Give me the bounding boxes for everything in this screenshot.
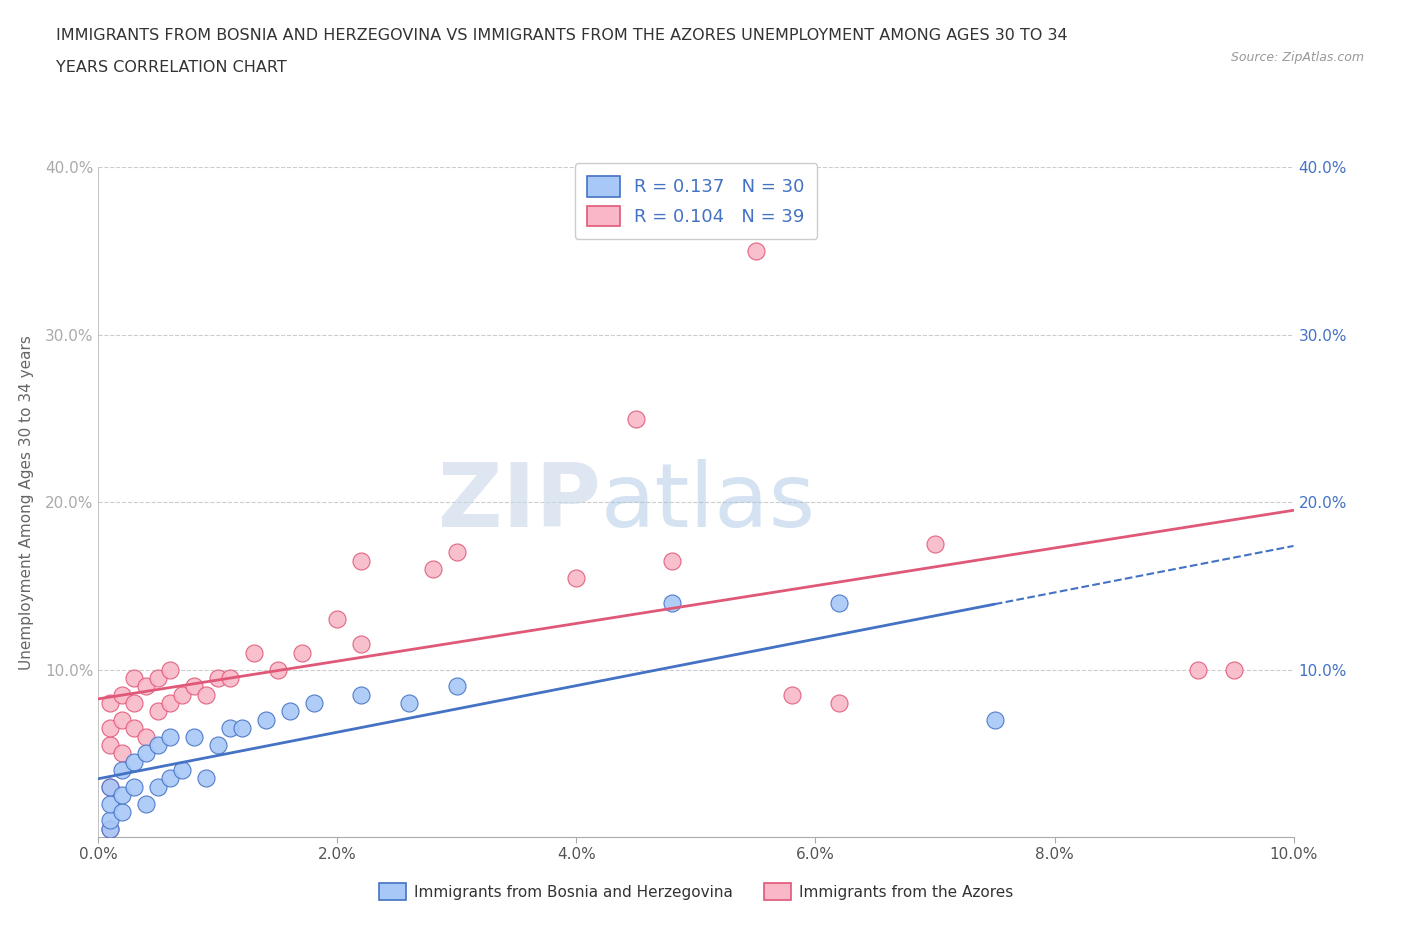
- Point: [111, 763, 134, 777]
- Point: [350, 687, 373, 702]
- Point: [148, 779, 170, 794]
- Point: [446, 679, 468, 694]
- Point: [195, 687, 218, 702]
- Text: IMMIGRANTS FROM BOSNIA AND HERZEGOVINA VS IMMIGRANTS FROM THE AZORES UNEMPLOYMEN: IMMIGRANTS FROM BOSNIA AND HERZEGOVINA V…: [56, 28, 1069, 43]
- Point: [254, 712, 277, 727]
- Point: [326, 612, 349, 627]
- Point: [1187, 662, 1209, 677]
- Point: [159, 662, 181, 677]
- Point: [565, 570, 588, 585]
- Point: [172, 763, 194, 777]
- Point: [398, 696, 420, 711]
- Point: [111, 712, 134, 727]
- Point: [278, 704, 301, 719]
- Text: YEARS CORRELATION CHART: YEARS CORRELATION CHART: [56, 60, 287, 75]
- Point: [350, 553, 373, 568]
- Point: [100, 779, 122, 794]
- Point: [111, 804, 134, 819]
- Point: [124, 696, 146, 711]
- Point: [100, 737, 122, 752]
- Point: [350, 637, 373, 652]
- Point: [135, 796, 157, 811]
- Point: [148, 671, 170, 685]
- Point: [172, 687, 194, 702]
- Point: [111, 746, 134, 761]
- Point: [100, 821, 122, 836]
- Point: [267, 662, 290, 677]
- Point: [195, 771, 218, 786]
- Point: [124, 754, 146, 769]
- Point: [661, 553, 683, 568]
- Point: [219, 721, 242, 736]
- Point: [100, 796, 122, 811]
- Y-axis label: Unemployment Among Ages 30 to 34 years: Unemployment Among Ages 30 to 34 years: [18, 335, 34, 670]
- Point: [100, 821, 122, 836]
- Point: [148, 737, 170, 752]
- Point: [100, 813, 122, 828]
- Point: [159, 696, 181, 711]
- Point: [984, 712, 1007, 727]
- Point: [183, 729, 205, 744]
- Point: [219, 671, 242, 685]
- Point: [111, 687, 134, 702]
- Point: [828, 696, 851, 711]
- Point: [111, 788, 134, 803]
- Text: atlas: atlas: [600, 458, 815, 546]
- Point: [422, 562, 444, 577]
- Point: [183, 679, 205, 694]
- Text: ZIP: ZIP: [437, 458, 600, 546]
- Point: [291, 645, 314, 660]
- Point: [446, 545, 468, 560]
- Point: [124, 671, 146, 685]
- Point: [1223, 662, 1246, 677]
- Point: [159, 729, 181, 744]
- Point: [626, 411, 648, 426]
- Point: [207, 671, 229, 685]
- Point: [124, 721, 146, 736]
- Point: [159, 771, 181, 786]
- Point: [148, 704, 170, 719]
- Point: [661, 595, 683, 610]
- Point: [302, 696, 325, 711]
- Point: [207, 737, 229, 752]
- Point: [745, 244, 768, 259]
- Legend: Immigrants from Bosnia and Herzegovina, Immigrants from the Azores: Immigrants from Bosnia and Herzegovina, …: [373, 876, 1019, 907]
- Point: [124, 779, 146, 794]
- Point: [135, 746, 157, 761]
- Point: [100, 779, 122, 794]
- Point: [828, 595, 851, 610]
- Point: [135, 679, 157, 694]
- Point: [231, 721, 253, 736]
- Point: [100, 721, 122, 736]
- Point: [100, 696, 122, 711]
- Point: [780, 687, 803, 702]
- Point: [243, 645, 266, 660]
- Point: [135, 729, 157, 744]
- Text: Source: ZipAtlas.com: Source: ZipAtlas.com: [1230, 51, 1364, 64]
- Point: [924, 537, 946, 551]
